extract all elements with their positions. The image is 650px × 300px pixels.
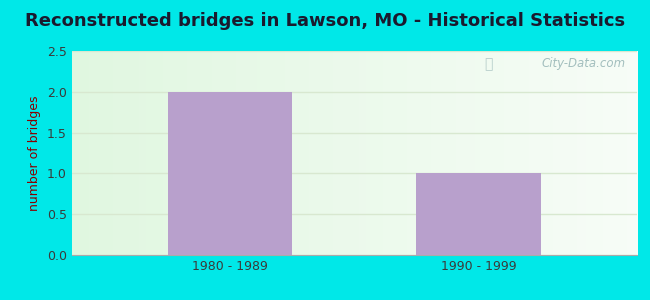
Y-axis label: number of bridges: number of bridges bbox=[28, 95, 41, 211]
Bar bbox=[168, 92, 292, 255]
Text: ⦿: ⦿ bbox=[484, 57, 493, 71]
Text: Reconstructed bridges in Lawson, MO - Historical Statistics: Reconstructed bridges in Lawson, MO - Hi… bbox=[25, 12, 625, 30]
Bar bbox=[417, 173, 541, 255]
Text: City-Data.com: City-Data.com bbox=[541, 57, 626, 70]
